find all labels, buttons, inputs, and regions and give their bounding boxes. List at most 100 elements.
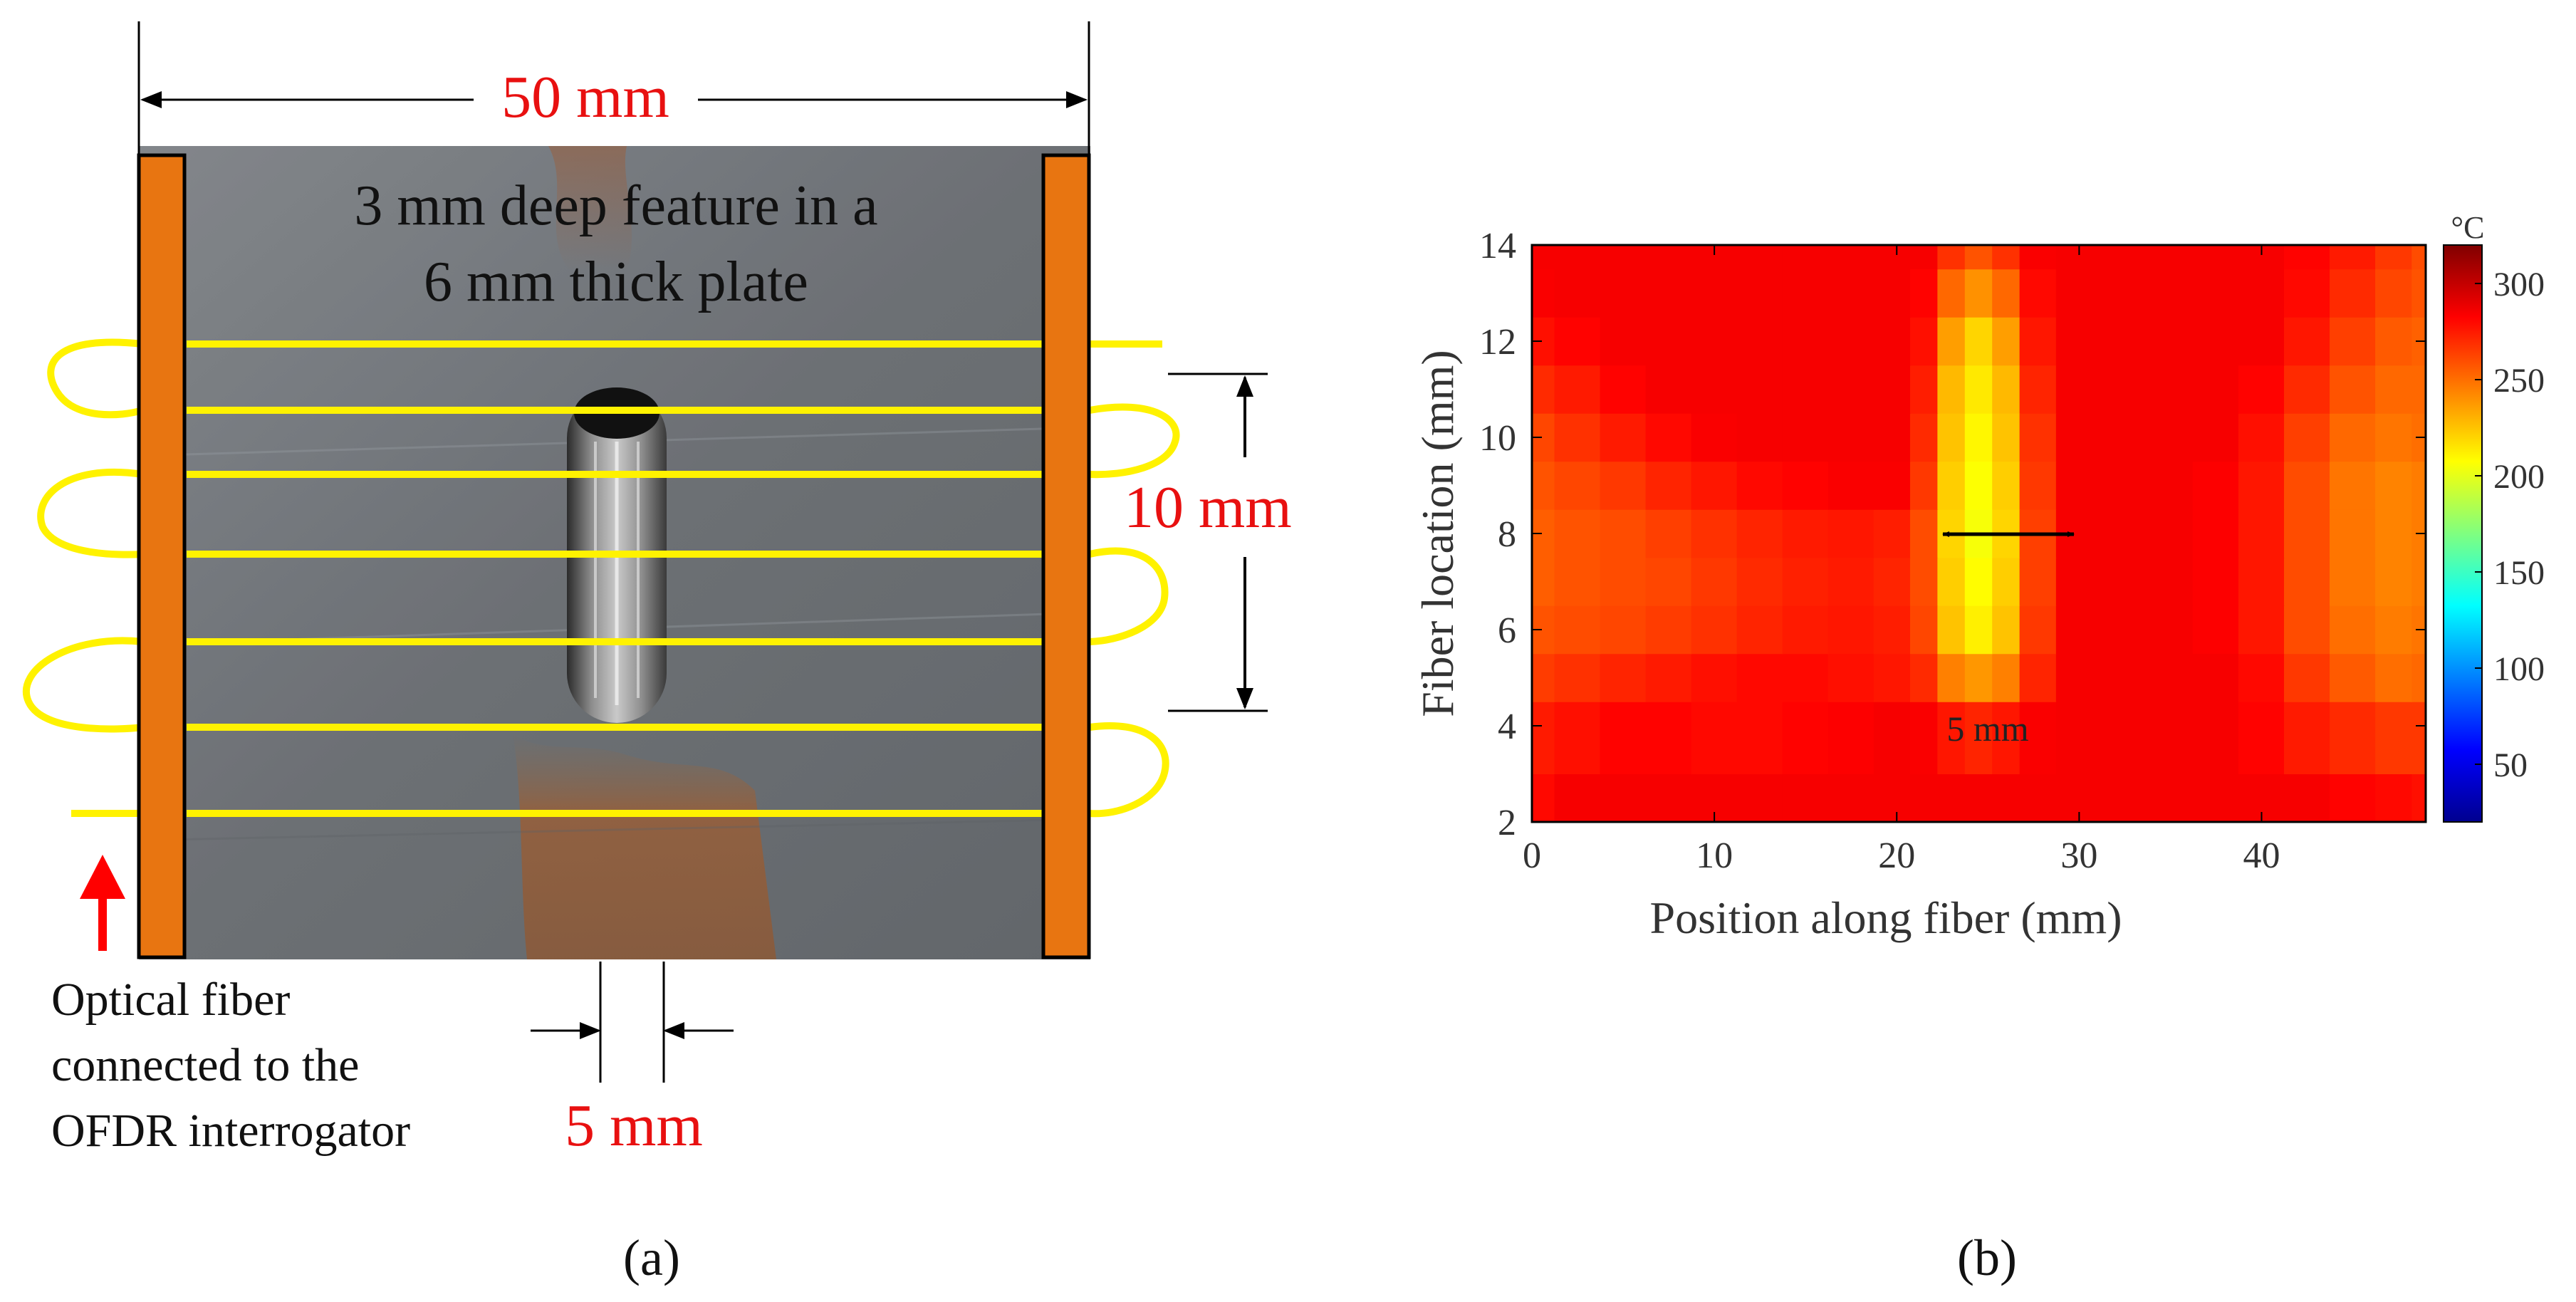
notch-dimension: 5 mm	[531, 962, 734, 1159]
colorbar-unit: °C	[2451, 210, 2485, 245]
heatmap-cell	[2411, 365, 2426, 414]
heatmap-cell	[1600, 653, 1647, 702]
y-tick-label: 6	[1498, 610, 1516, 651]
heatmap-cell	[2375, 605, 2413, 655]
heatmap-cell	[2019, 653, 2057, 702]
heatmap-cell	[2192, 653, 2239, 702]
heatmap-cell	[2330, 365, 2377, 414]
heatmap-cell	[2101, 605, 2148, 655]
heatmap-cell	[2411, 269, 2426, 318]
heatmap-cell	[1937, 557, 1966, 606]
heatmap-cell	[1909, 701, 1939, 774]
heatmap-cell	[1736, 316, 1783, 366]
heatmap-cell	[1782, 316, 1829, 366]
heatmap-cell	[1554, 605, 1601, 655]
heatmap-cell	[1937, 412, 1966, 462]
heatmap-cell	[1736, 701, 1783, 774]
y-tick-label: 8	[1498, 514, 1516, 555]
span-label: 10 mm	[1124, 474, 1292, 541]
heatmap-cell	[1937, 605, 1966, 655]
heatmap-cell	[2147, 316, 2194, 366]
fiber-input-arrow	[80, 855, 125, 951]
heatmap-cell	[2101, 365, 2148, 414]
heatmap-cell	[2101, 316, 2148, 366]
heatmap-cell	[1992, 653, 2020, 702]
heatmap-cell	[2238, 461, 2285, 510]
heatmap-cell	[1600, 365, 1647, 414]
heatmap-cell	[1827, 701, 1874, 774]
y-tick-label: 2	[1498, 803, 1516, 843]
heatmap-cell	[2055, 269, 2102, 318]
heatmap-cell	[2375, 269, 2413, 318]
heatmap-cell	[1827, 653, 1874, 702]
heatmap-cell	[2284, 557, 2331, 606]
heatmap-cell	[1782, 653, 1829, 702]
heatmap-cell	[2411, 245, 2426, 270]
y-axis-label: Fiber location (mm)	[1412, 350, 1463, 717]
heatmap-cell	[1600, 245, 1647, 270]
heatmap-cell	[2147, 461, 2194, 510]
x-axis-label: Position along fiber (mm)	[1649, 892, 2122, 943]
heatmap-cell	[2284, 605, 2331, 655]
heatmap-cell	[1827, 774, 1874, 822]
heatmap-cell	[1532, 701, 1555, 774]
heatmap-cell	[1782, 245, 1829, 270]
heatmap-cell	[2330, 774, 2377, 822]
heatmap-cell	[2019, 365, 2057, 414]
x-tick-label: 30	[2060, 835, 2097, 876]
heatmap-cell	[1964, 605, 1993, 655]
heatmap-cell	[2411, 653, 2426, 702]
heatmap-cell	[1554, 316, 1601, 366]
heatmap-cell	[2192, 316, 2239, 366]
colorbar-scale	[2443, 244, 2483, 823]
heatmap-cell	[2101, 461, 2148, 510]
x-tick-label: 20	[1878, 835, 1915, 876]
colorbar: 50 100 150 200 250 300 °C	[2443, 210, 2545, 823]
heatmap-cell	[1691, 701, 1738, 774]
heatmap-cell	[1992, 412, 2020, 462]
heatmap-cell	[2375, 461, 2413, 510]
heatmap-cell	[1964, 269, 1993, 318]
heatmap-cell	[2238, 316, 2285, 366]
heatmap-cell	[1937, 316, 1966, 366]
heatmap-cell	[2147, 412, 2194, 462]
heatmap-cell	[1600, 269, 1647, 318]
heatmap-cell	[1873, 774, 1911, 822]
heatmap-cell	[1873, 412, 1911, 462]
heatmap-cell	[1909, 774, 1939, 822]
heatmap-cell	[1909, 461, 1939, 510]
heatmap-cell	[1992, 461, 2020, 510]
heatmap-cell	[2101, 412, 2148, 462]
heatmap-cell	[1532, 461, 1555, 510]
heatmap-cell	[1873, 557, 1911, 606]
heatmap-cell	[1782, 701, 1829, 774]
heatmap-cell	[2192, 774, 2239, 822]
heatmap-cell	[2192, 245, 2239, 270]
y-axis: 2 4 6 8 10 12 14	[1479, 226, 2426, 843]
heatmap-cell	[2330, 653, 2377, 702]
heatmap-cell	[2375, 412, 2413, 462]
colorbar-tick-label: 250	[2493, 362, 2545, 400]
heatmap-cell	[2147, 509, 2194, 558]
heatmap-cell	[2055, 461, 2102, 510]
heatmap-cell	[1600, 605, 1647, 655]
heatmap-cell	[1873, 316, 1911, 366]
heatmap-cell	[2238, 509, 2285, 558]
heatmap-cell	[1554, 774, 1601, 822]
heatmap-cell	[2055, 557, 2102, 606]
heatmap-cell	[1645, 365, 1692, 414]
heatmap-cell	[1992, 269, 2020, 318]
heatmap-cell	[1937, 365, 1966, 414]
heatmap-cell	[1827, 412, 1874, 462]
heatmap-cell	[2330, 412, 2377, 462]
heatmap-cell	[1736, 269, 1783, 318]
y-tick-label: 4	[1498, 707, 1516, 747]
heatmap-cell	[1600, 461, 1647, 510]
heatmap-cell	[1992, 245, 2020, 270]
heatmap-cells	[1532, 245, 2426, 822]
heatmap-cell	[1964, 245, 1993, 270]
heatmap-cell	[2375, 365, 2413, 414]
heatmap-cell	[1992, 605, 2020, 655]
heatmap-cell	[2192, 412, 2239, 462]
heatmap-cell	[2330, 605, 2377, 655]
